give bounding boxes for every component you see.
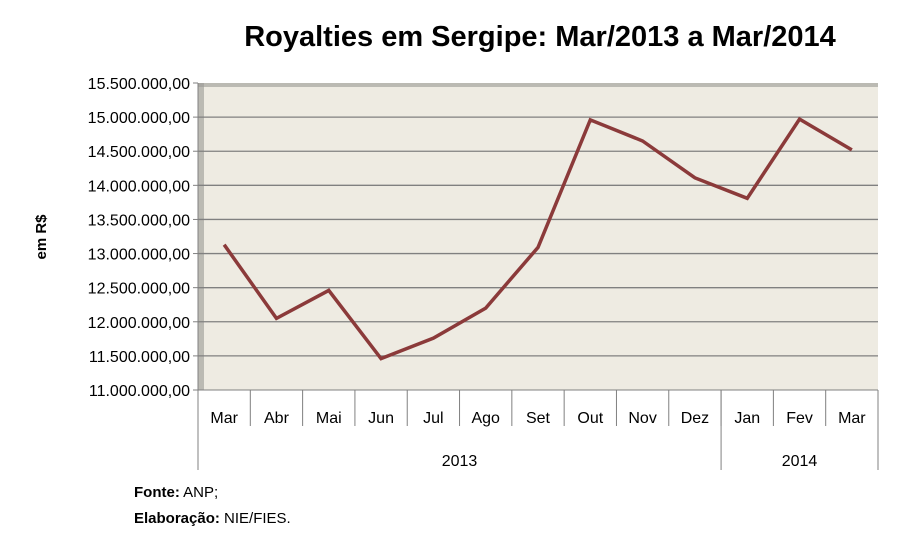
plot-area xyxy=(198,83,878,390)
x-tick-label: Mar xyxy=(210,410,238,427)
y-tick-label: 12.000.000,00 xyxy=(88,315,190,332)
y-tick-label: 11.000.000,00 xyxy=(89,383,190,400)
y-tick-label: 13.000.000,00 xyxy=(88,247,190,264)
x-tick-label: Jan xyxy=(734,410,760,427)
x-tick-label: Out xyxy=(577,410,603,427)
x-tick-label: Jun xyxy=(368,410,394,427)
x-tick-label: Set xyxy=(526,410,551,427)
source-label: Fonte: xyxy=(134,484,180,501)
source-line: Fonte: ANP; xyxy=(134,484,218,501)
x-tick-label: Abr xyxy=(264,410,290,427)
y-tick-label: 13.500.000,00 xyxy=(88,212,190,229)
y-tick-label: 15.000.000,00 xyxy=(88,110,190,127)
y-tick-label: 14.000.000,00 xyxy=(88,178,190,195)
x-tick-label: Nov xyxy=(628,410,656,427)
y-tick-label: 15.500.000,00 xyxy=(88,76,190,93)
source-value: ANP; xyxy=(183,484,219,501)
elaboration-label: Elaboração: xyxy=(134,510,220,527)
y-tick-label: 11.500.000,00 xyxy=(89,349,190,366)
chart-title: Royalties em Sergipe: Mar/2013 a Mar/201… xyxy=(244,21,836,53)
group-label: 2014 xyxy=(782,453,818,470)
x-tick-label: Mar xyxy=(838,410,866,427)
y-tick-label: 12.500.000,00 xyxy=(88,281,190,298)
y-tick-label: 14.500.000,00 xyxy=(88,144,190,161)
plot-shadow-top xyxy=(198,83,878,87)
plot-shadow-left xyxy=(198,83,204,390)
x-tick-label: Fev xyxy=(786,410,813,427)
elaboration-line: Elaboração: NIE/FIES. xyxy=(134,510,291,527)
group-label: 2013 xyxy=(442,453,478,470)
x-tick-label: Dez xyxy=(681,410,709,427)
x-tick-label: Ago xyxy=(471,410,500,427)
elaboration-value: NIE/FIES. xyxy=(224,510,291,527)
y-axis-label: em R$ xyxy=(33,214,50,260)
x-tick-label: Jul xyxy=(423,410,443,427)
x-tick-label: Mai xyxy=(316,410,342,427)
